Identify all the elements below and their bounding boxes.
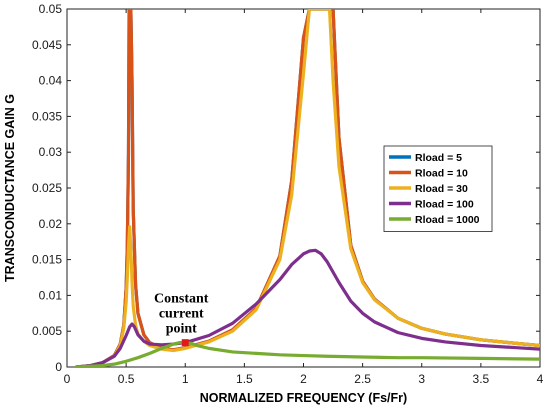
y-tick-label: 0.05 <box>39 2 63 16</box>
x-tick-label: 3.5 <box>473 372 490 386</box>
y-tick-label: 0.045 <box>32 38 62 52</box>
legend-entry: Rload = 5 <box>415 152 462 164</box>
legend: Rload = 5 Rload = 10 Rload = 30 Rload = 100… <box>383 145 493 232</box>
legend-entry: Rload = 30 <box>415 183 468 195</box>
x-tick-label: 4 <box>537 372 544 386</box>
series-line-5 <box>74 341 540 367</box>
legend-entry: Rload = 1000 <box>415 214 480 226</box>
axis-ticks: 0 0.5 1 1.5 2 2.5 3 3.5 4 0 0.005 0.01 0.015 0.02 0.02… <box>32 2 544 386</box>
y-tick-label: 0.015 <box>32 253 62 267</box>
y-tick-label: 0.035 <box>32 109 62 123</box>
legend-entry: Rload = 100 <box>415 199 474 211</box>
x-tick-label: 1 <box>182 372 189 386</box>
y-tick-label: 0.005 <box>32 324 62 338</box>
x-axis-label: NORMALIZED FREQUENCY (Fs/Fr) <box>200 391 407 405</box>
x-tick-label: 3 <box>418 372 425 386</box>
x-tick-label: 1.5 <box>236 372 253 386</box>
x-tick-label: 2 <box>300 372 307 386</box>
series-line-3 <box>74 9 540 367</box>
legend-entry: Rload = 10 <box>415 168 468 180</box>
annotation-text-line: current <box>159 307 204 322</box>
constant-current-point-marker <box>181 339 189 347</box>
y-tick-label: 0.02 <box>39 217 63 231</box>
y-tick-label: 0.03 <box>39 145 63 159</box>
series-layer <box>74 9 540 367</box>
x-tick-label: 0 <box>64 372 71 386</box>
y-axis-label: TRANSCONDUCTANCE GAIN G <box>3 94 17 282</box>
y-tick-label: 0.04 <box>39 74 63 88</box>
annotation-text-line: Constant <box>154 292 209 307</box>
annotation-text-line: point <box>166 322 197 337</box>
y-tick-label: 0.01 <box>39 288 63 302</box>
y-tick-label: 0 <box>55 360 62 374</box>
y-tick-label: 0.025 <box>32 181 62 195</box>
x-tick-label: 0.5 <box>118 372 135 386</box>
series-line-4 <box>74 248 540 367</box>
x-tick-label: 2.5 <box>354 372 371 386</box>
